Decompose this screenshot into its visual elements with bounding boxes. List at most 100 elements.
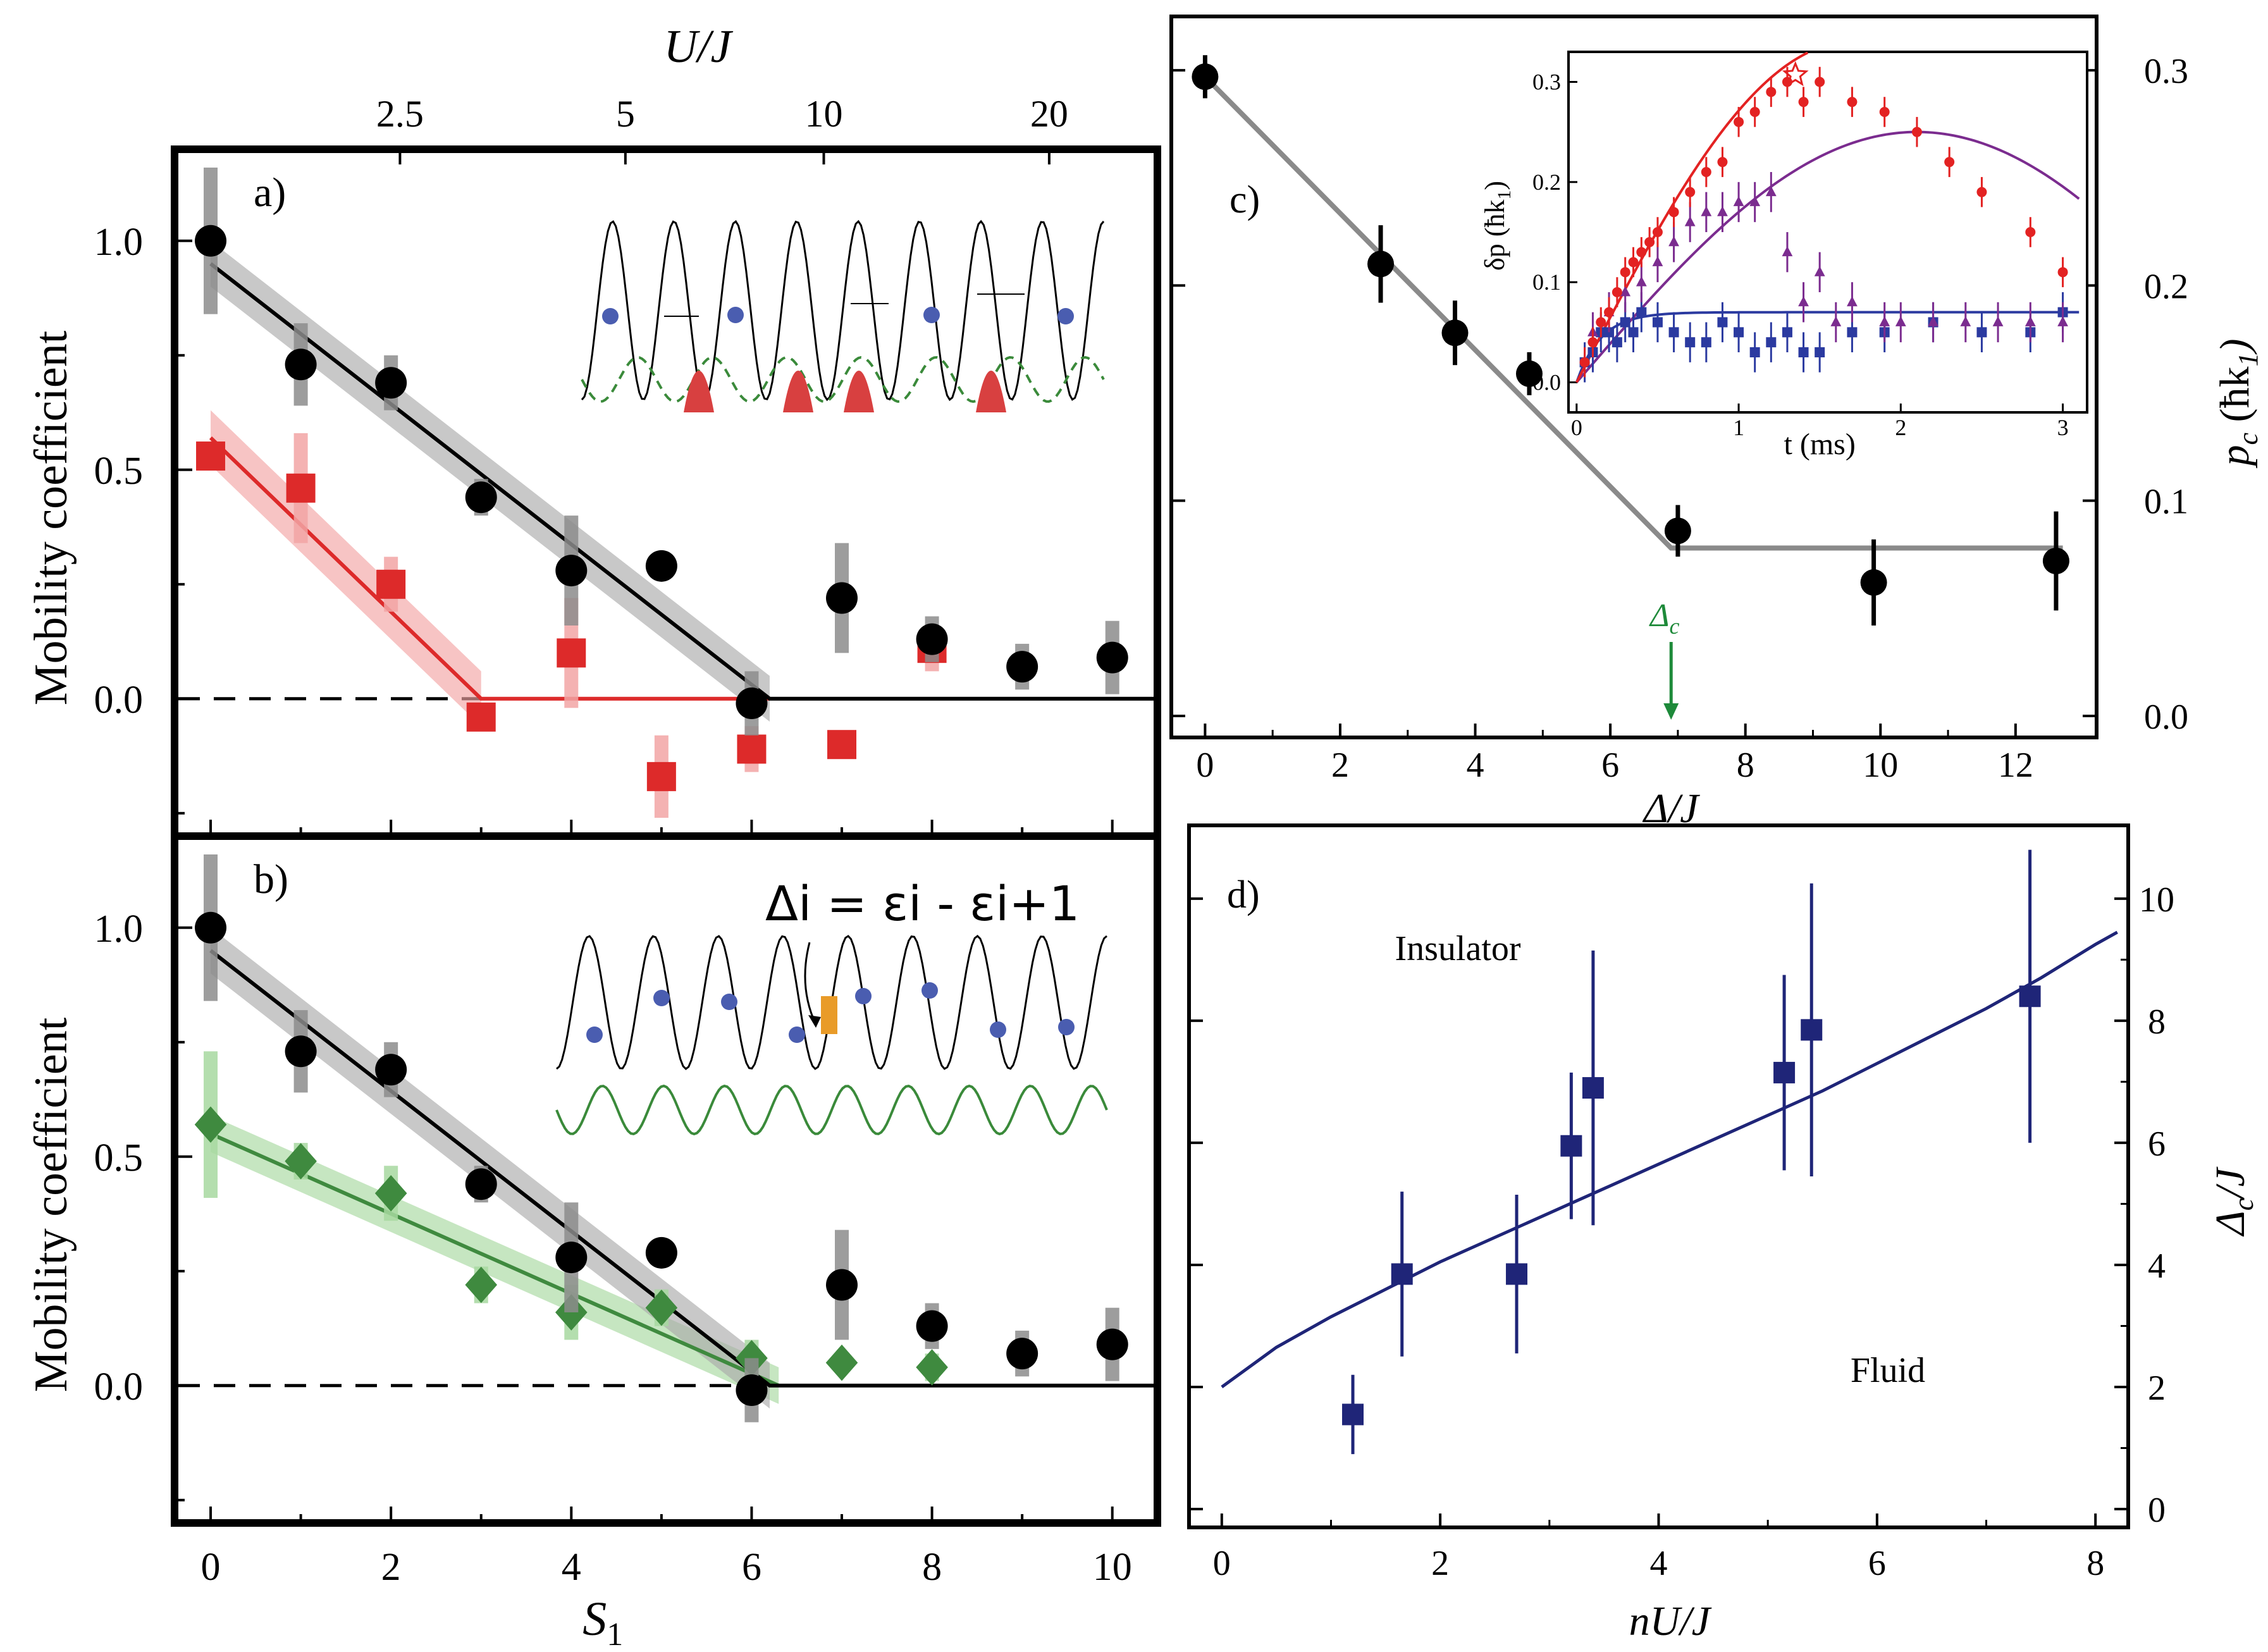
fit-line [209, 262, 1157, 701]
data-point [195, 225, 227, 257]
inset-data-point [1976, 327, 1987, 338]
inset-data-point [1620, 286, 1631, 297]
red-wavepacket [976, 371, 1006, 412]
data-point [555, 1242, 588, 1274]
data-point [465, 1266, 498, 1304]
data-point [285, 348, 317, 381]
x-tick-label: 4 [1467, 746, 1484, 785]
inset-data-point [1733, 195, 1744, 206]
panel-label: d) [1227, 873, 1260, 916]
inset-y-axis-label-close: ) [1479, 181, 1510, 190]
data-point [827, 730, 857, 760]
data-point [1506, 1263, 1528, 1285]
data-point [2042, 547, 2069, 574]
data-point [1391, 1263, 1413, 1285]
delta-c-arrowhead [1663, 703, 1679, 720]
data-point [826, 1269, 858, 1301]
data-point [557, 638, 586, 668]
y-axis-label-right-unit: (ħk [2212, 366, 2258, 432]
atom [727, 307, 744, 323]
inset-data-point [1911, 126, 1922, 137]
data-point [375, 1054, 407, 1086]
data-point [916, 623, 948, 655]
inset-y-tick-label: 0.3 [1532, 70, 1561, 95]
y-tick-label: 0.3 [2144, 52, 2188, 91]
y-tick-label: 0 [2148, 1491, 2166, 1530]
atom [789, 1026, 805, 1043]
data-point [196, 441, 226, 471]
inset-data-point [1701, 167, 1711, 177]
atom [1058, 1019, 1075, 1035]
data-point [374, 1174, 407, 1212]
delta-c-annotation: Δc [1649, 598, 1680, 639]
y-axis-label-right: pc (ħk1) [2212, 339, 2264, 469]
inset-data-point [1734, 327, 1744, 338]
top-axis: 2.5 5 10 20 U/J [376, 21, 1068, 164]
y-axis-label-right-close: ) [2212, 339, 2258, 355]
inset-data-point [1652, 256, 1663, 266]
fit-line [1203, 75, 2063, 551]
red-wavepacket [783, 371, 813, 412]
inset-data-point [1717, 317, 1728, 328]
data-point [285, 1143, 317, 1180]
inset-data-point [2025, 316, 2036, 326]
inset-data-point [1814, 266, 1825, 276]
inset-data-point [1798, 296, 1809, 307]
inset-data-point [1992, 316, 2004, 326]
x-tick-label: 8 [922, 1546, 942, 1589]
data-point [916, 1349, 948, 1386]
inset-data-point [1928, 316, 1938, 326]
inset-data-point [1734, 116, 1744, 127]
bottom-axis: 0 2 4 6 8 10 S1 [201, 1546, 1132, 1652]
inset-fit-blue [1575, 311, 2080, 383]
phase-boundary-curve [1221, 930, 2118, 1389]
atom [653, 990, 670, 1006]
inset-data-point [1976, 187, 1987, 197]
x-tick-label: 12 [1998, 746, 2033, 785]
inset-y-axis-label-unit: (ħk [1479, 200, 1510, 244]
data-point [737, 734, 767, 764]
secondary-lattice [581, 355, 1105, 404]
inset-data-point [1685, 187, 1696, 197]
inset-data-point [1960, 316, 1971, 326]
inset-data-point [1717, 206, 1728, 216]
atom [921, 982, 938, 999]
data-point [1515, 360, 1543, 387]
data-point [916, 1310, 948, 1342]
data-point [1441, 319, 1469, 347]
inset-x-axis-label: t (ms) [1784, 428, 1856, 461]
lattice-illustration-a [581, 219, 1105, 412]
inset-data-point [1604, 307, 1615, 317]
inset-data-point [1830, 316, 1842, 326]
data-point [826, 582, 858, 614]
fit-line [209, 949, 1157, 1388]
panel-a: 0.0 0.5 1.0 a) Mobility coefficient [25, 145, 1161, 840]
y-tick-label: 4 [2148, 1247, 2166, 1286]
atom [586, 1026, 603, 1043]
data-point [825, 1344, 858, 1381]
series-black-circles [195, 167, 1128, 736]
inset-data-point [1579, 357, 1590, 367]
y-tick-label: 1.0 [94, 908, 144, 951]
inset-data-point [1701, 206, 1712, 216]
inset-data-point [1620, 317, 1630, 328]
inset-data-point [1895, 316, 1906, 326]
inset-data-point [1815, 347, 1825, 357]
x-tick-label: 10 [1093, 1546, 1132, 1589]
inset-data-point [1815, 77, 1825, 87]
atom [1057, 308, 1074, 324]
inset-c: 0 1 2 3 0.0 0.1 0.2 0.3 t (ms) δp (ħk1) [1479, 51, 2088, 461]
y-axis-label-right-unit-sub: 1 [2233, 352, 2264, 366]
inset-series-red-circles [1579, 66, 2068, 378]
inset-data-point [1847, 97, 1858, 108]
data-point [736, 687, 768, 720]
region-label-fluid: Fluid [1851, 1351, 1925, 1390]
top-tick-label: 10 [804, 93, 842, 135]
data-point [375, 367, 407, 399]
region-label-insulator: Insulator [1395, 929, 1520, 968]
data-point [1860, 569, 1887, 596]
inset-data-point [1668, 236, 1679, 247]
y-tick-label: 0.5 [94, 450, 144, 493]
data-point [645, 1236, 677, 1269]
